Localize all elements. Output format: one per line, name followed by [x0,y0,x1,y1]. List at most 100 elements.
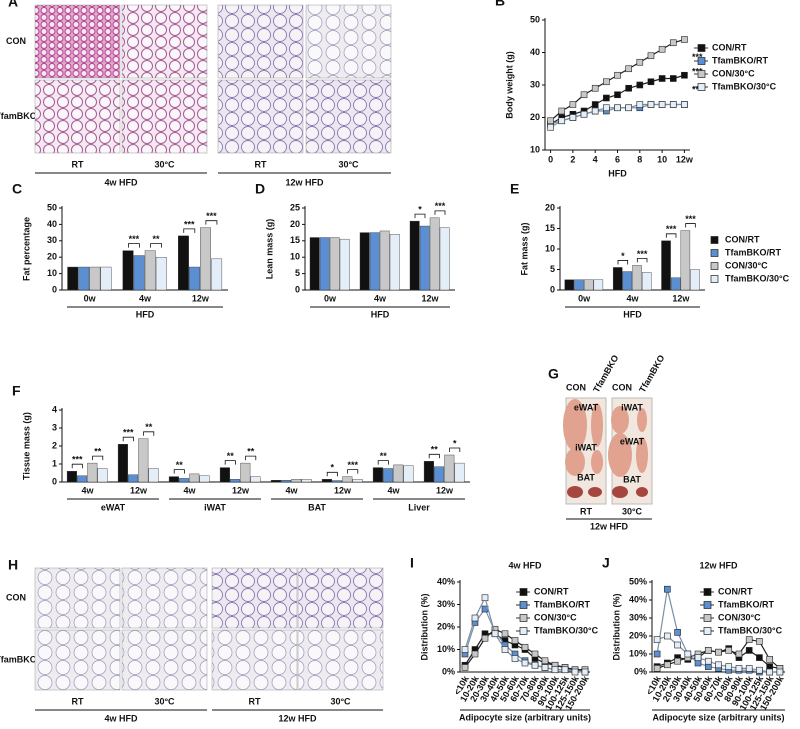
significance-bracket [449,447,461,452]
y-tick-label: 20 [290,219,300,229]
bar [409,220,420,291]
bar [219,467,230,483]
bar [89,266,101,291]
marker [541,664,549,671]
significance-bracket [414,213,426,219]
group-label: 4w HFD [104,713,138,723]
significance-label: * [331,463,335,473]
significance-bracket [173,469,185,474]
panel-letter: C [12,181,22,197]
marker [580,110,588,118]
legend-label: CON/RT [712,42,747,52]
bar [564,279,575,291]
x-tick-label: 12w [672,293,690,303]
legend-label: TfamBKO/RT [718,599,775,609]
significance-bracket [665,233,677,238]
micrograph [211,567,298,629]
marker [674,657,681,665]
tissue [591,403,603,447]
marker [581,668,589,676]
significance-bracket [183,228,196,233]
y-axis-label: Fat percentage [21,217,31,281]
bar [270,480,281,483]
bar [423,461,434,483]
x-tick-label: 12w [192,293,210,303]
legend-swatch [519,627,528,635]
bar [66,471,77,483]
legend-swatch [703,614,712,622]
bar [332,480,343,483]
y-tick-label: 10% [629,648,647,658]
y-tick-label: 40 [47,219,57,229]
tissue-label: iWAT [575,442,597,452]
x-tick-label: 8 [637,154,642,164]
marker [591,101,599,108]
bar [291,479,302,483]
marker [481,634,489,642]
bar [641,272,652,291]
x-tick-label: 12w [436,485,454,495]
legend-label: TfamBKO/RT [725,247,782,257]
micrograph [34,79,121,154]
y-tick-label: 2 [52,440,57,450]
chart-title: 12w HFD [699,560,738,570]
column-label: 30°C [154,696,175,706]
marker [766,668,773,676]
x-axis-label: Adipocyte size (arbitrary units) [459,712,591,722]
marker [658,45,666,53]
marker [745,636,753,643]
marker [674,641,681,649]
marker [614,71,621,79]
significance-bracket [224,460,236,465]
bar [444,454,455,483]
significance-label: ** [380,451,388,461]
marker [541,657,549,665]
y-tick-label: 1 [52,458,57,468]
tissue [611,406,629,434]
marker [664,585,671,593]
marker [569,114,577,121]
bar [133,255,145,291]
tissue [588,487,602,497]
panel-letter: A [8,0,18,10]
tissue [636,487,648,497]
significance-label: *** [347,460,358,470]
tissue-label: BAT [623,474,641,484]
y-tick-label: 20 [47,252,57,262]
marker [636,81,644,89]
marker [664,661,671,669]
bar [342,476,353,483]
bar [211,258,223,291]
marker [756,666,763,674]
marker [647,101,655,108]
legend-swatch [519,614,528,622]
bar [168,476,179,483]
x-tick-label: 10 [657,154,667,164]
marker [603,94,610,102]
column-label: 30°C [330,696,351,706]
panel-letter: F [12,383,21,399]
micrograph [297,629,384,691]
marker [745,647,753,654]
micrograph [121,567,208,629]
column-label: 30°C [338,159,359,169]
legend-swatch [697,83,706,91]
legend-swatch [710,249,719,257]
significance-label: * [621,251,625,261]
marker [756,638,763,645]
tissue [636,437,648,473]
legend-label: CON/30°C [534,612,577,622]
significance-label: *** [123,428,134,438]
group-label: iWAT [204,502,226,512]
x-tick-label: 4w [626,293,639,303]
y-tick-label: 30% [629,612,647,622]
bar [189,266,200,291]
legend-swatch [697,70,706,78]
bar [583,279,594,291]
bar [128,474,139,483]
x-tick-label: 4w [285,485,298,495]
legend-label: CON/RT [725,234,760,244]
group-label: Liver [408,502,430,512]
y-tick-label: 15 [545,223,555,233]
